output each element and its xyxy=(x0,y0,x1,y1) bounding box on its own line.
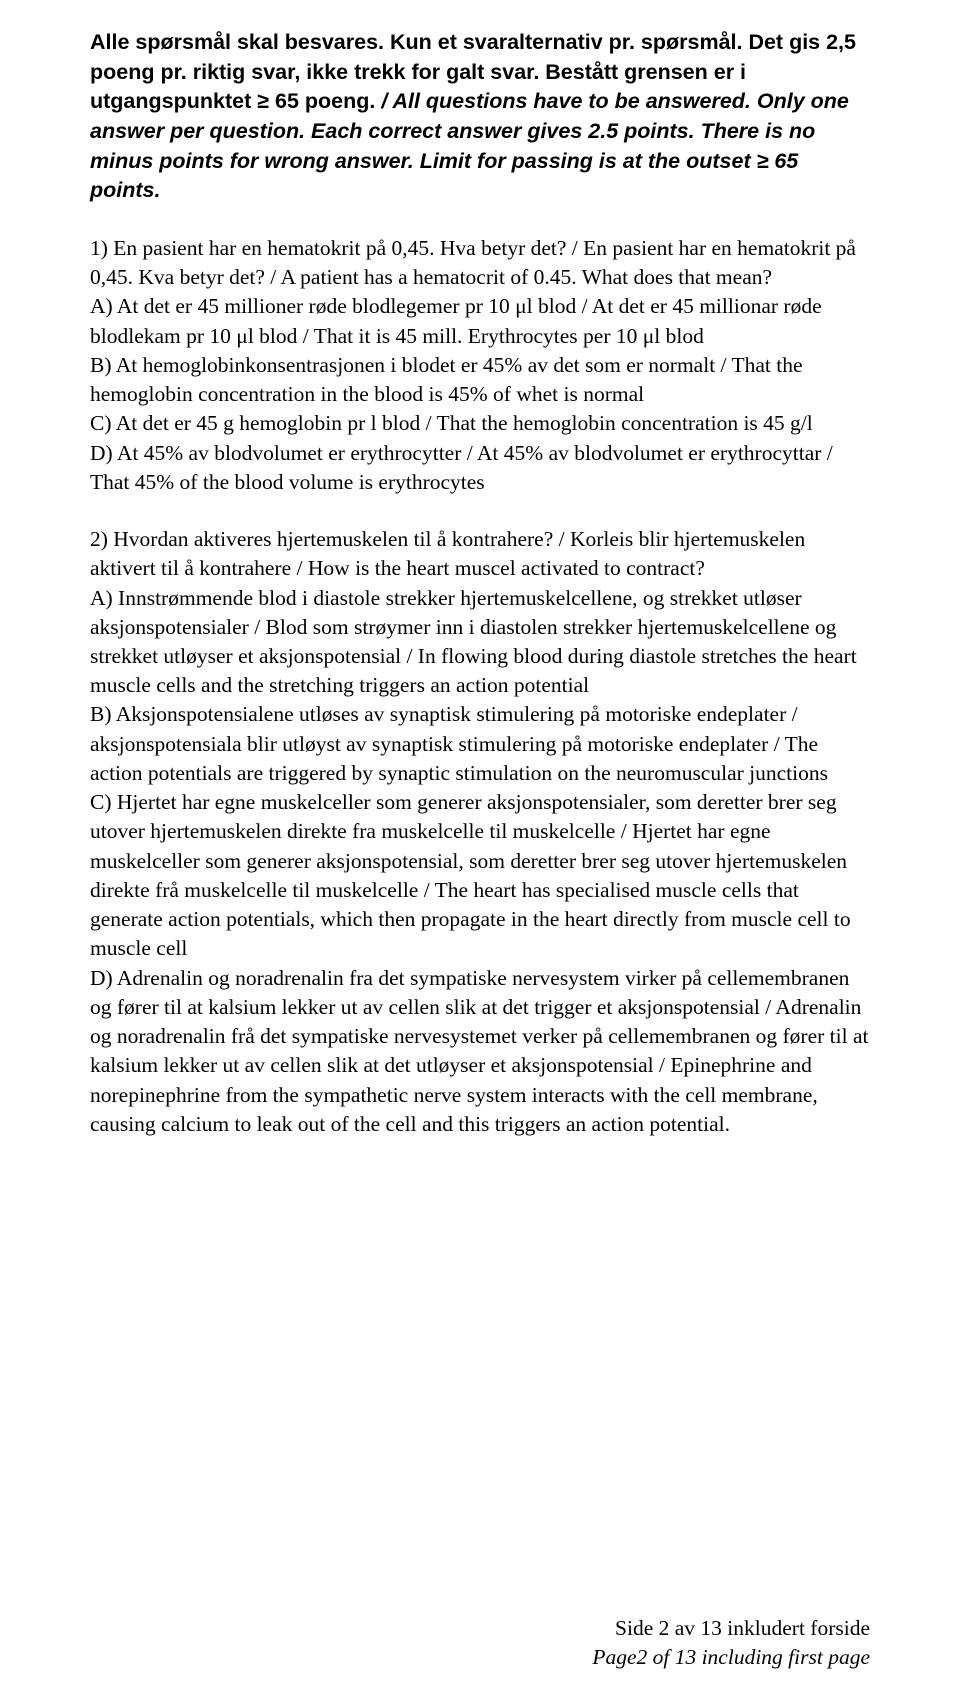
footer-english: Page2 of 13 including first page xyxy=(592,1643,870,1672)
footer-norwegian: Side 2 av 13 inkludert forside xyxy=(592,1614,870,1643)
q1-option-c: C) At det er 45 g hemoglobin pr l blod /… xyxy=(90,411,813,435)
q2-option-d: D) Adrenalin og noradrenalin fra det sym… xyxy=(90,966,868,1136)
q1-option-a: A) At det er 45 millioner røde blodlegem… xyxy=(90,294,822,347)
q2-option-c: C) Hjertet har egne muskelceller som gen… xyxy=(90,790,851,960)
q1-stem-line2: 0,45. Kva betyr det? / A patient has a h… xyxy=(90,265,772,289)
q1-option-d: D) At 45% av blodvolumet er erythrocytte… xyxy=(90,441,833,494)
q2-stem: 2) Hvordan aktiveres hjertemuskelen til … xyxy=(90,527,805,580)
question-1: 1) En pasient har en hematokrit på 0,45.… xyxy=(90,234,870,497)
q2-option-b: B) Aksjonspotensialene utløses av synapt… xyxy=(90,702,828,784)
page-footer: Side 2 av 13 inkludert forside Page2 of … xyxy=(592,1614,870,1672)
q2-option-a: A) Innstrømmende blod i diastole strekke… xyxy=(90,586,857,698)
intro-paragraph: Alle spørsmål skal besvares. Kun et svar… xyxy=(90,28,870,206)
question-2: 2) Hvordan aktiveres hjertemuskelen til … xyxy=(90,525,870,1139)
q1-stem-line1: 1) En pasient har en hematokrit på 0,45.… xyxy=(90,236,856,260)
q1-option-b: B) At hemoglobinkonsentrasjonen i blodet… xyxy=(90,353,803,406)
document-page: Alle spørsmål skal besvares. Kun et svar… xyxy=(0,0,960,1690)
